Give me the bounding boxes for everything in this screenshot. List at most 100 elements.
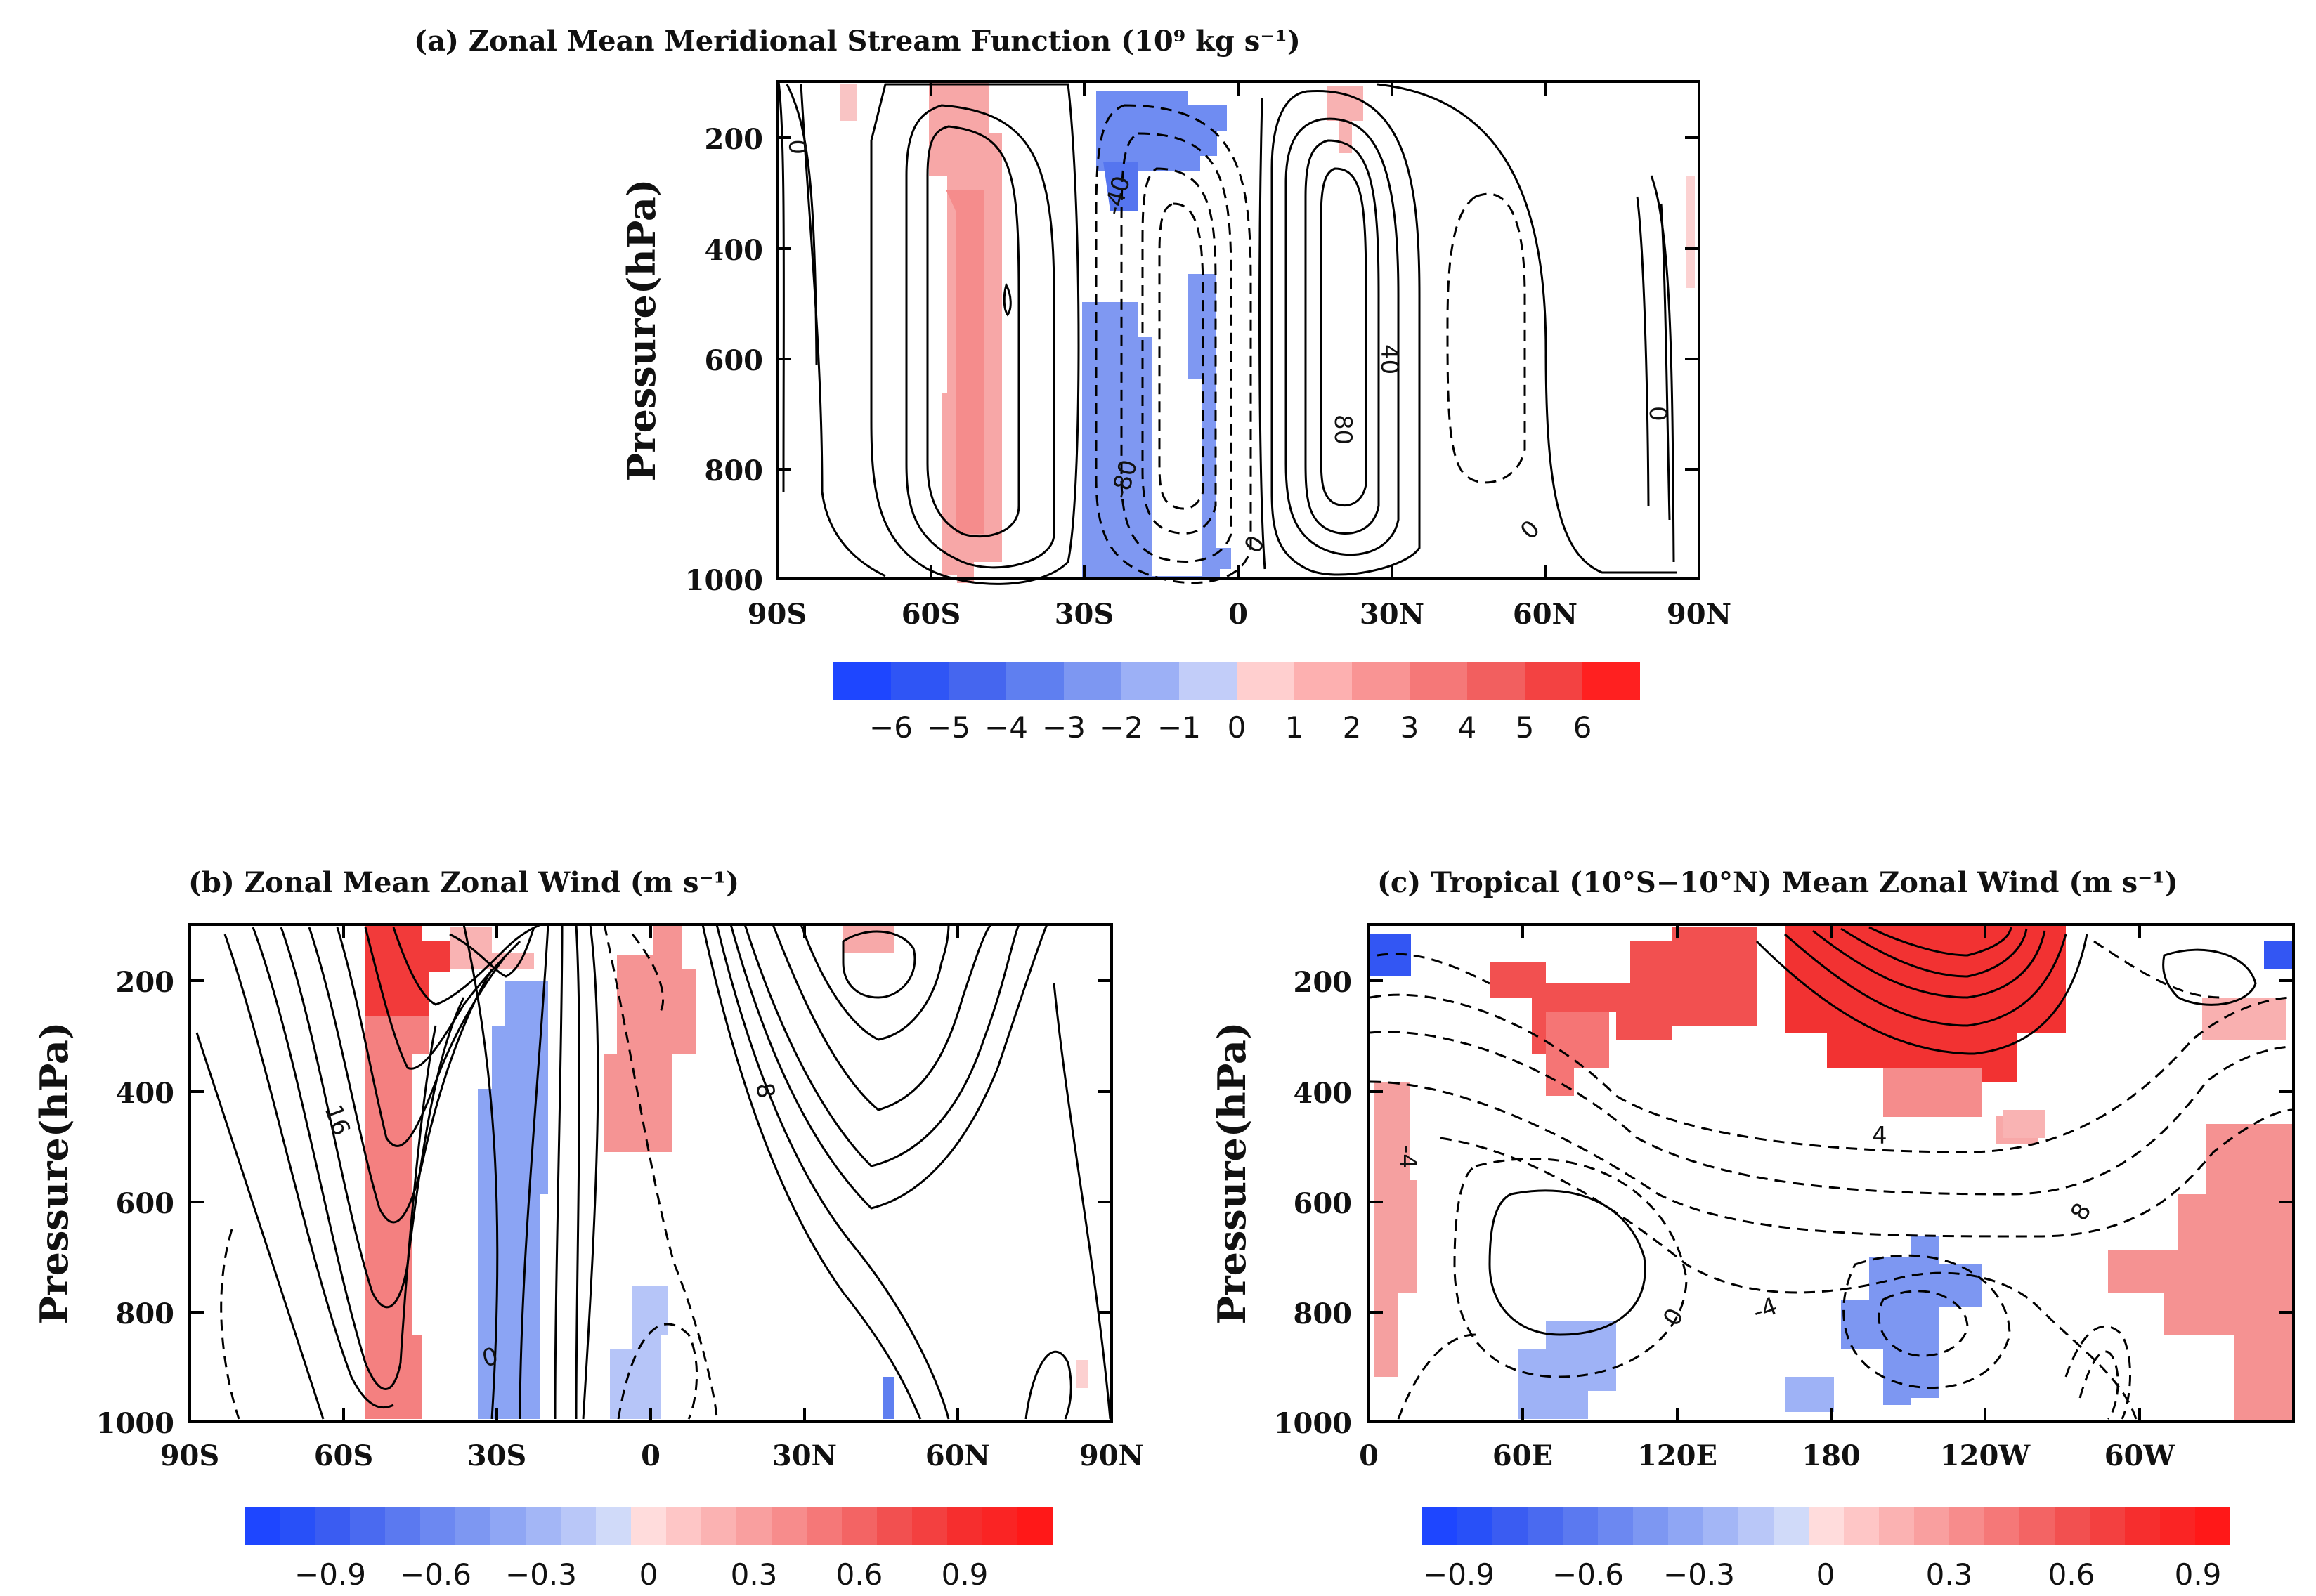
shade-b-negative-speck xyxy=(883,1377,894,1419)
cb-b-seg-12 xyxy=(631,1507,666,1545)
panel-b-tickmarks xyxy=(190,924,1112,1422)
ytick-b-400: 400 xyxy=(116,1077,175,1110)
cb-a-tick-11: 4 xyxy=(1458,710,1477,745)
contour-b-sh-3 xyxy=(252,927,437,1390)
cb-a-seg-10 xyxy=(1352,662,1410,700)
contour-label-c-0: 0 xyxy=(1658,1304,1689,1331)
panel-a: (a) Zonal Mean Meridional Stream Functio… xyxy=(414,25,1731,745)
contour-b-sh-1 xyxy=(195,1032,325,1420)
ytick-c-600: 600 xyxy=(1294,1187,1353,1220)
shade-c-positive-east xyxy=(2108,1124,2294,1420)
contour-label-a-7: 0 xyxy=(1515,515,1546,546)
contour-b-nh-6 xyxy=(800,924,950,1041)
contour-b-nh-3 xyxy=(729,924,1048,1210)
contour-c-lower-1 xyxy=(1397,1333,1476,1420)
cb-a-seg-3 xyxy=(949,662,1006,700)
xtick-a-90N: 90N xyxy=(1667,598,1731,631)
cb-a-seg-8 xyxy=(1237,662,1294,700)
cb-c-tick-2: −0.6 xyxy=(1552,1557,1624,1592)
cb-c-seg-11 xyxy=(1774,1507,1809,1545)
shade-b-positive-column xyxy=(365,1016,429,1419)
cb-a-seg-11 xyxy=(1410,662,1467,700)
shade-c-negative-corner-right xyxy=(2264,941,2294,969)
shade-a-positive-north xyxy=(1327,86,1363,153)
contour-a-hadley-south-2 xyxy=(1120,132,1232,563)
xtick-c-60W: 60W xyxy=(2104,1439,2176,1472)
contour-label-a-1: 0 xyxy=(785,139,813,155)
xtick-a-60S: 60S xyxy=(902,598,961,631)
panel-b-yticks: 200 400 600 800 1000 xyxy=(96,966,174,1440)
contour-a-zero-equator xyxy=(1258,98,1266,570)
contour-label-a-4: 80 xyxy=(1329,414,1357,445)
ytick-b-600: 600 xyxy=(116,1187,175,1220)
cb-c-seg-2 xyxy=(1457,1507,1492,1545)
cb-a-seg-5 xyxy=(1064,662,1121,700)
cb-b-seg-21 xyxy=(947,1507,982,1545)
cb-a-seg-7 xyxy=(1179,662,1237,700)
cb-a-tick-10: 3 xyxy=(1400,710,1419,745)
contour-b-sh-7 xyxy=(364,927,521,1070)
cb-c-seg-18 xyxy=(2019,1507,2055,1545)
cb-c-seg-10 xyxy=(1738,1507,1774,1545)
shade-b-negative-low xyxy=(610,1286,668,1419)
cb-a-seg-1 xyxy=(833,662,891,700)
contour-c-westerly-loop xyxy=(1488,1189,1646,1336)
shade-a-negative-column xyxy=(1082,274,1231,580)
xtick-a-30N: 30N xyxy=(1360,598,1424,631)
panel-a-xticks: 90S 60S 30S 0 30N 60N 90N xyxy=(748,598,1731,631)
cb-c-seg-7 xyxy=(1633,1507,1668,1545)
contour-a-hadley-north-3 xyxy=(1320,167,1367,506)
cb-c-seg-21 xyxy=(2125,1507,2160,1545)
panel-c-shading xyxy=(1369,924,2294,1420)
xtick-a-90S: 90S xyxy=(748,598,807,631)
shade-c-positive-mid xyxy=(2003,1110,2045,1138)
cb-a-tick-12: 5 xyxy=(1516,710,1535,745)
shade-c-positive-west xyxy=(1374,1082,1417,1377)
contour-c-easterly-1 xyxy=(1370,993,2294,1153)
contour-b-sub-2 xyxy=(519,924,549,1420)
contour-label-a-2: -40 xyxy=(1099,173,1136,218)
xtick-b-30N: 30N xyxy=(772,1439,837,1472)
shade-a-positive-south-core xyxy=(946,190,984,534)
cb-b-tick-6: 0.6 xyxy=(836,1557,883,1592)
contour-label-a-8: 0 xyxy=(1644,406,1672,421)
cb-c-seg-12 xyxy=(1809,1507,1844,1545)
contour-a-hadley-north-outer xyxy=(1270,89,1421,576)
contour-label-b-16: 16 xyxy=(319,1101,356,1139)
panel-c-contours xyxy=(1370,926,2294,1420)
contour-b-nh-4 xyxy=(743,924,1020,1167)
cb-b-seg-8 xyxy=(490,1507,526,1545)
contour-a-south-cell-3 xyxy=(870,83,1080,585)
contour-label-c-4: 4 xyxy=(1872,1122,1887,1150)
xtick-b-60S: 60S xyxy=(314,1439,374,1472)
contour-a-south-cell-2 xyxy=(905,104,1055,569)
contour-c-westerly-jet-5 xyxy=(1755,934,2088,1055)
panel-c-xticks: 0 60E 120E 180 120W 60W xyxy=(1359,1439,2175,1472)
contour-label-a-3: 40 xyxy=(1375,344,1403,374)
cb-c-seg-3 xyxy=(1492,1507,1528,1545)
xtick-a-30S: 30S xyxy=(1055,598,1114,631)
xtick-b-60N: 60N xyxy=(925,1439,990,1472)
contour-a-south-cell-1 xyxy=(926,125,1020,538)
panel-a-shading xyxy=(840,81,1695,583)
cb-a-seg-6 xyxy=(1121,662,1179,700)
contour-a-polar-south xyxy=(786,84,818,366)
cb-c-tick-1: −0.9 xyxy=(1423,1557,1495,1592)
cb-c-seg-1 xyxy=(1422,1507,1457,1545)
ytick-a-600: 600 xyxy=(705,344,764,377)
contour-label-b-8: 8 xyxy=(750,1081,780,1101)
contour-a-small-loop xyxy=(1003,282,1012,317)
shade-a-negative-strip xyxy=(1096,91,1227,171)
contour-c-east-loop xyxy=(2162,948,2257,1006)
cb-c-seg-17 xyxy=(1984,1507,2019,1545)
cb-c-seg-8 xyxy=(1668,1507,1703,1545)
ytick-b-1000: 1000 xyxy=(96,1407,174,1440)
cb-b-seg-2 xyxy=(280,1507,315,1545)
contour-b-sh-dash xyxy=(220,1229,240,1420)
panel-a-frame xyxy=(776,80,1700,580)
colorbar-c: −0.9 −0.6 −0.3 0 0.3 0.6 0.9 xyxy=(1422,1507,2230,1592)
panel-a-yticks: 200 400 600 800 1000 xyxy=(685,123,763,597)
contour-c-west-top xyxy=(1377,953,1490,985)
contour-a-polar-north-3 xyxy=(1660,203,1671,521)
ytick-b-200: 200 xyxy=(116,966,175,999)
